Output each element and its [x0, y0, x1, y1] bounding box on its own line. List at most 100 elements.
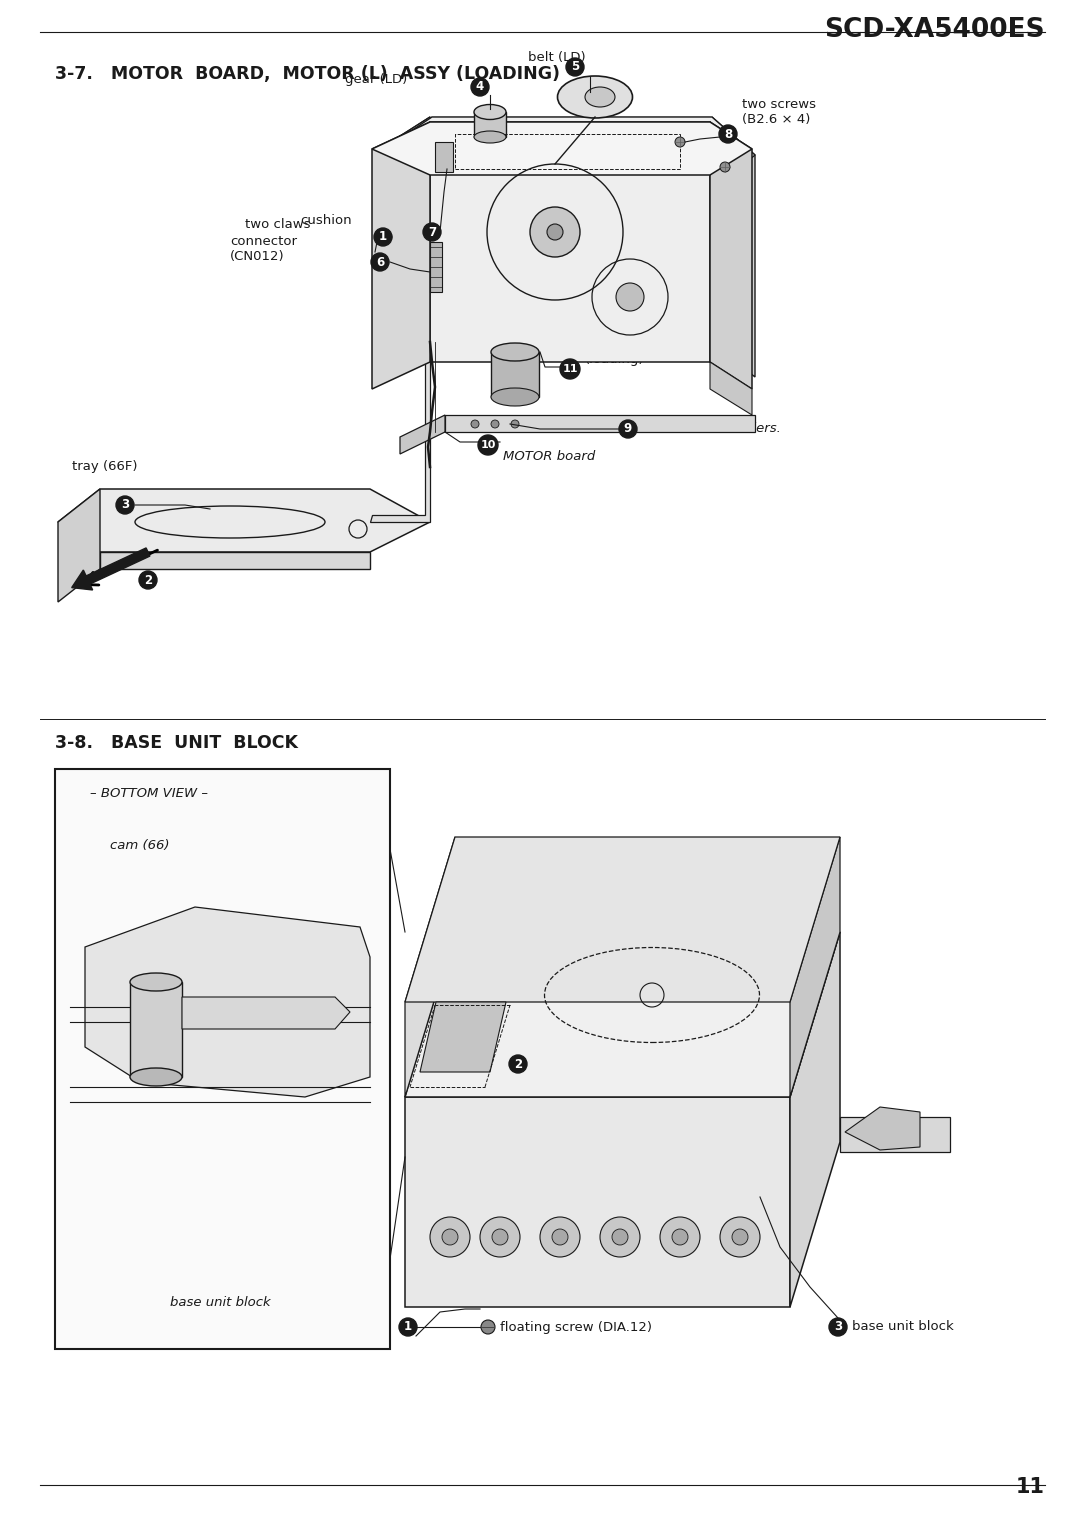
Bar [430, 241, 442, 292]
Text: 2: 2 [144, 574, 152, 586]
Ellipse shape [491, 344, 539, 360]
Polygon shape [400, 415, 445, 454]
Bar [55, 770, 390, 1348]
Polygon shape [789, 931, 840, 1307]
Polygon shape [375, 118, 430, 377]
Bar [435, 142, 453, 173]
Text: base unit block: base unit block [170, 1296, 270, 1309]
Circle shape [374, 228, 392, 246]
Circle shape [672, 1229, 688, 1245]
Circle shape [732, 1229, 748, 1245]
Polygon shape [58, 489, 430, 551]
Polygon shape [370, 342, 430, 522]
Circle shape [491, 420, 499, 428]
Circle shape [471, 78, 489, 96]
Circle shape [546, 224, 563, 240]
Circle shape [720, 162, 730, 173]
Polygon shape [445, 415, 755, 432]
Text: 10: 10 [481, 440, 496, 450]
Ellipse shape [491, 388, 539, 406]
Text: MOTOR board: MOTOR board [503, 450, 595, 464]
Text: 9: 9 [624, 423, 632, 435]
Circle shape [116, 496, 134, 515]
Bar [491, 353, 539, 397]
Polygon shape [405, 1096, 789, 1307]
Circle shape [619, 420, 637, 438]
Text: 4: 4 [476, 81, 484, 93]
Circle shape [139, 571, 157, 589]
Circle shape [612, 1229, 627, 1245]
Text: belt (LD): belt (LD) [528, 50, 585, 64]
Text: SCD-XA5400ES: SCD-XA5400ES [824, 17, 1045, 43]
Ellipse shape [130, 973, 183, 991]
Bar [455, 134, 680, 169]
Polygon shape [405, 931, 840, 1096]
Text: tray (66F): tray (66F) [72, 460, 137, 473]
Polygon shape [430, 122, 710, 362]
Ellipse shape [474, 131, 507, 144]
Ellipse shape [474, 104, 507, 119]
Circle shape [829, 1318, 847, 1336]
Ellipse shape [130, 1067, 183, 1086]
Circle shape [552, 1229, 568, 1245]
Polygon shape [405, 837, 840, 1002]
Text: two screws
(B2.6 × 4): two screws (B2.6 × 4) [742, 98, 816, 127]
Circle shape [471, 420, 480, 428]
Circle shape [660, 1217, 700, 1257]
Polygon shape [710, 122, 752, 389]
Circle shape [481, 1319, 495, 1335]
Text: – BOTTOM VIEW –: – BOTTOM VIEW – [90, 786, 208, 800]
Text: 2: 2 [514, 1058, 522, 1070]
FancyArrow shape [71, 548, 150, 589]
Circle shape [719, 125, 737, 144]
Polygon shape [712, 118, 755, 377]
Polygon shape [58, 489, 100, 602]
Polygon shape [840, 1116, 950, 1151]
Circle shape [600, 1217, 640, 1257]
Polygon shape [375, 118, 755, 192]
Polygon shape [375, 118, 430, 377]
Polygon shape [372, 122, 430, 389]
Polygon shape [845, 1107, 920, 1150]
Circle shape [566, 58, 584, 76]
Text: 7: 7 [428, 226, 436, 238]
Text: base unit block: base unit block [852, 1321, 954, 1333]
Polygon shape [430, 118, 710, 342]
Ellipse shape [585, 87, 615, 107]
Text: 11: 11 [563, 363, 578, 374]
Circle shape [530, 208, 580, 257]
Circle shape [720, 1217, 760, 1257]
Text: 3-7.   MOTOR  BOARD,  MOTOR (L)  ASSY (LOADING): 3-7. MOTOR BOARD, MOTOR (L) ASSY (LOADIN… [55, 66, 561, 82]
Text: 6: 6 [376, 255, 384, 269]
Text: 1: 1 [404, 1321, 413, 1333]
Circle shape [423, 223, 441, 241]
Circle shape [492, 1229, 508, 1245]
Text: gear (LD): gear (LD) [345, 72, 407, 86]
Polygon shape [405, 837, 455, 1096]
Circle shape [511, 420, 519, 428]
Text: floating screw (DIA.12): floating screw (DIA.12) [500, 1321, 652, 1333]
Circle shape [509, 1055, 527, 1073]
Bar [130, 982, 183, 1077]
Text: 3-8.   BASE  UNIT  BLOCK: 3-8. BASE UNIT BLOCK [55, 734, 298, 751]
Polygon shape [372, 122, 752, 176]
Circle shape [372, 253, 389, 270]
Circle shape [478, 435, 498, 455]
Circle shape [399, 1318, 417, 1336]
Circle shape [561, 359, 580, 379]
Text: 11: 11 [1016, 1477, 1045, 1496]
Polygon shape [789, 837, 840, 1096]
Circle shape [540, 1217, 580, 1257]
Circle shape [442, 1229, 458, 1245]
Text: 5: 5 [571, 61, 579, 73]
Ellipse shape [557, 76, 633, 118]
Text: 8: 8 [724, 127, 732, 140]
Text: cam (66): cam (66) [110, 838, 170, 852]
Text: Remove two solders.: Remove two solders. [642, 423, 781, 435]
Circle shape [430, 1217, 470, 1257]
Polygon shape [183, 997, 350, 1029]
Bar [474, 111, 507, 137]
Text: 3: 3 [834, 1321, 842, 1333]
Text: 3: 3 [121, 498, 130, 512]
Text: connector
(CN012): connector (CN012) [230, 235, 297, 263]
